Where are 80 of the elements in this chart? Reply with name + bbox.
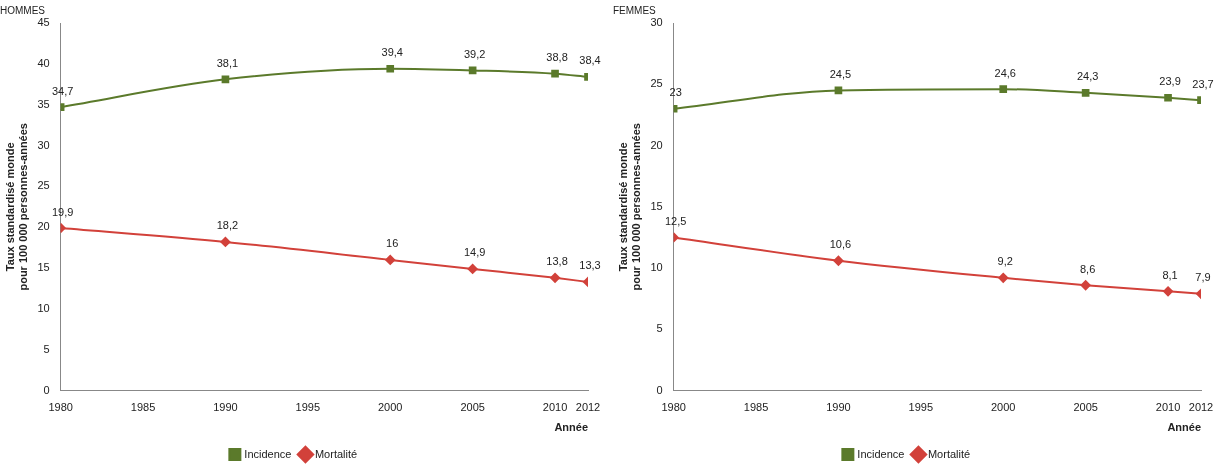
x-tick-label: 2005	[460, 401, 485, 414]
data-label: 8,1	[1162, 268, 1178, 281]
data-label: 38,1	[216, 56, 239, 69]
x-tick-label: 2012	[1188, 401, 1214, 414]
data-label: 8,6	[1079, 262, 1096, 275]
x-tick-label: 2010	[542, 401, 568, 414]
x-tick-label: 1995	[908, 401, 934, 414]
data-label: 23,9	[1159, 75, 1181, 88]
y-tick-label: 0	[656, 383, 663, 396]
x-tick-label: 2000	[378, 401, 403, 414]
data-label: 16	[386, 237, 399, 250]
data-label: 24,3	[1076, 70, 1099, 83]
x-tick-label: 1980	[661, 401, 686, 414]
point	[1164, 93, 1172, 102]
data-label: 7,9	[1195, 271, 1211, 284]
data-label: 38,4	[579, 54, 601, 67]
data-label: 18,2	[216, 219, 239, 232]
y-tick-label: 0	[43, 383, 50, 396]
y-tick-label: 45	[37, 16, 50, 29]
chart-title: FEMMES	[613, 4, 657, 16]
y-tick-label: 10	[37, 301, 50, 314]
point	[998, 272, 1009, 283]
x-tick-label: 2005	[1073, 401, 1098, 414]
point	[386, 64, 395, 73]
y-tick-label: 40	[37, 56, 50, 69]
x-tick-label: 1985	[743, 401, 769, 414]
point	[551, 69, 559, 78]
y-tick-label: 15	[650, 199, 663, 212]
data-label: 39,2	[463, 47, 486, 60]
data-label: 12,5	[664, 214, 687, 227]
x-tick-label: 1985	[130, 401, 156, 414]
y-axis-title: Taux standardisé monde pour 100 000 personnes-années	[616, 123, 642, 291]
x-tick-label: 2010	[1155, 401, 1181, 414]
x-tick-label: 1990	[213, 401, 238, 414]
point	[1081, 89, 1090, 97]
x-tick-label: 2000	[991, 401, 1016, 414]
data-label: 24,6	[994, 66, 1016, 79]
y-tick-label: 30	[37, 138, 50, 151]
x-tick-label: 2012	[575, 401, 601, 414]
y-tick-label: 20	[650, 138, 663, 151]
data-label: 23	[669, 86, 682, 99]
y-tick-label: 30	[650, 16, 663, 29]
x-axis-title: Année	[1167, 421, 1201, 434]
y-tick-label: 35	[37, 97, 50, 110]
point	[385, 254, 396, 265]
x-tick-label: 1995	[295, 401, 321, 414]
data-label: 19,9	[51, 205, 74, 218]
data-label: 34,7	[51, 84, 74, 97]
y-tick-label: 25	[650, 77, 663, 90]
chart-title: HOMMES	[0, 4, 46, 16]
y-tick-label: 5	[43, 342, 50, 355]
legend-label: Mortalité	[314, 447, 358, 460]
y-axis-title: Taux standardisé monde pour 100 000 personnes-années	[3, 123, 29, 291]
y-tick-label: 20	[37, 220, 50, 233]
data-label: 14,9	[463, 246, 486, 259]
data-label: 24,5	[829, 67, 852, 80]
data-label: 13,8	[546, 255, 568, 268]
point	[220, 236, 231, 247]
point	[833, 255, 844, 266]
x-tick-label: 1990	[826, 401, 851, 414]
point	[467, 263, 478, 274]
point	[550, 272, 561, 283]
point	[999, 85, 1008, 93]
y-tick-label: 15	[37, 261, 50, 274]
y-tick-label: 10	[650, 261, 663, 274]
data-label: 13,3	[579, 259, 601, 272]
legend-label: Incidence	[857, 447, 905, 460]
y-tick-label: 5	[656, 322, 663, 335]
point	[1080, 280, 1091, 291]
legend-label: Incidence	[244, 447, 292, 460]
x-axis-title: Année	[554, 421, 588, 434]
y-tick-label: 25	[37, 179, 50, 192]
data-label: 39,4	[381, 46, 403, 59]
x-tick-label: 1980	[48, 401, 73, 414]
legend-label: Mortalité	[927, 447, 971, 460]
point	[1163, 286, 1174, 297]
data-label: 9,2	[997, 255, 1013, 268]
data-label: 23,7	[1192, 77, 1214, 90]
data-label: 38,8	[546, 51, 568, 64]
data-label: 10,6	[829, 238, 852, 251]
